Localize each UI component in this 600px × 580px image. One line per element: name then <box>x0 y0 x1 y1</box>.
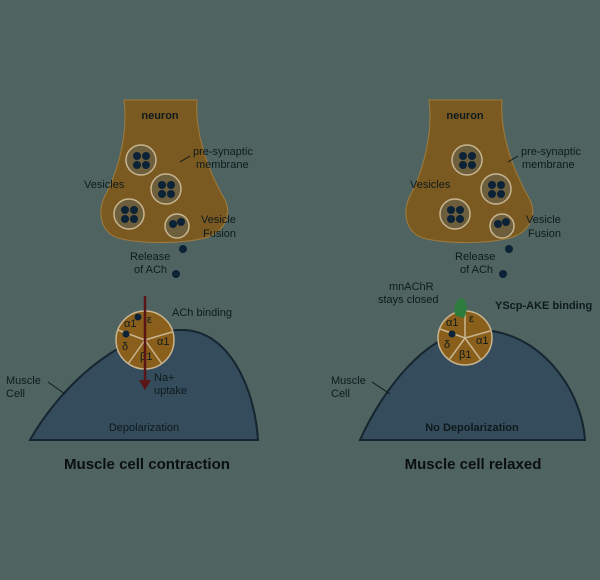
subunit-delta: δ <box>122 341 128 353</box>
muscle-label-2: Cell <box>6 388 25 400</box>
subunit-epsilon: ε <box>469 313 474 325</box>
neuron-label: neuron <box>446 110 484 122</box>
presynaptic-label-2: membrane <box>522 159 575 171</box>
subunit-delta: δ <box>444 339 450 351</box>
arrow-head-icon <box>139 380 151 390</box>
left-panel: neuron pre-synaptic membrane Vesi <box>6 99 260 473</box>
subunit-alpha1: α1 <box>124 318 136 330</box>
release-label-1: Release <box>130 251 170 263</box>
state-label: No Depolarization <box>425 422 519 434</box>
vesicle-fusion-label-2: Fusion <box>203 228 236 240</box>
vesicle-fusion-label-1: Vesicle <box>526 214 561 226</box>
yscp-ake-toxin-icon <box>454 298 467 318</box>
ach-molecule <box>172 270 180 278</box>
presynaptic-label-2: membrane <box>196 159 249 171</box>
vesicle <box>439 198 471 230</box>
fusing-vesicle <box>489 213 515 239</box>
right-panel: neuron pre-synaptic membrane Vesicles Ve… <box>331 99 592 473</box>
closed-label-2: stays closed <box>378 294 439 306</box>
release-label-2: of ACh <box>134 264 167 276</box>
vesicle-fusion-label-1: Vesicle <box>201 214 236 226</box>
ach-molecule <box>499 270 507 278</box>
subunit-alpha1: α1 <box>446 317 458 329</box>
ach-molecule <box>179 245 187 253</box>
muscle-label-1: Muscle <box>331 375 366 387</box>
left-title: Muscle cell contraction <box>64 456 230 473</box>
presynaptic-label-1: pre-synaptic <box>521 146 581 158</box>
vesicle-fusion-label-2: Fusion <box>528 228 561 240</box>
vesicle <box>480 173 512 205</box>
subunit-alpha1-2: α1 <box>476 335 488 347</box>
subunit-epsilon: ε <box>147 314 152 326</box>
state-label: Depolarization <box>109 422 179 434</box>
subunit-beta1: β1 <box>459 349 471 361</box>
nachr-receptor: α1 ε δ β1 α1 <box>437 310 493 366</box>
closed-label-1: mnAChR <box>389 281 434 293</box>
na-label-1: Na+ <box>154 372 175 384</box>
vesicle <box>113 198 145 230</box>
muscle-label-1: Muscle <box>6 375 41 387</box>
release-label-1: Release <box>455 251 495 263</box>
ach-molecule <box>505 245 513 253</box>
binding-label: YScp-AKE binding <box>495 300 592 312</box>
vesicles-label: Vesicles <box>84 179 125 191</box>
na-label-2: uptake <box>154 385 187 397</box>
binding-label: ACh binding <box>172 307 232 319</box>
subunit-alpha1-2: α1 <box>157 336 169 348</box>
vesicle <box>125 144 157 176</box>
fusing-vesicle <box>164 213 190 239</box>
vesicle <box>451 144 483 176</box>
presynaptic-label-1: pre-synaptic <box>193 146 253 158</box>
right-title: Muscle cell relaxed <box>405 456 542 473</box>
vesicle <box>150 173 182 205</box>
neuron-label: neuron <box>141 110 179 122</box>
muscle-label-2: Cell <box>331 388 350 400</box>
vesicles-label: Vesicles <box>410 179 451 191</box>
release-label-2: of ACh <box>460 264 493 276</box>
